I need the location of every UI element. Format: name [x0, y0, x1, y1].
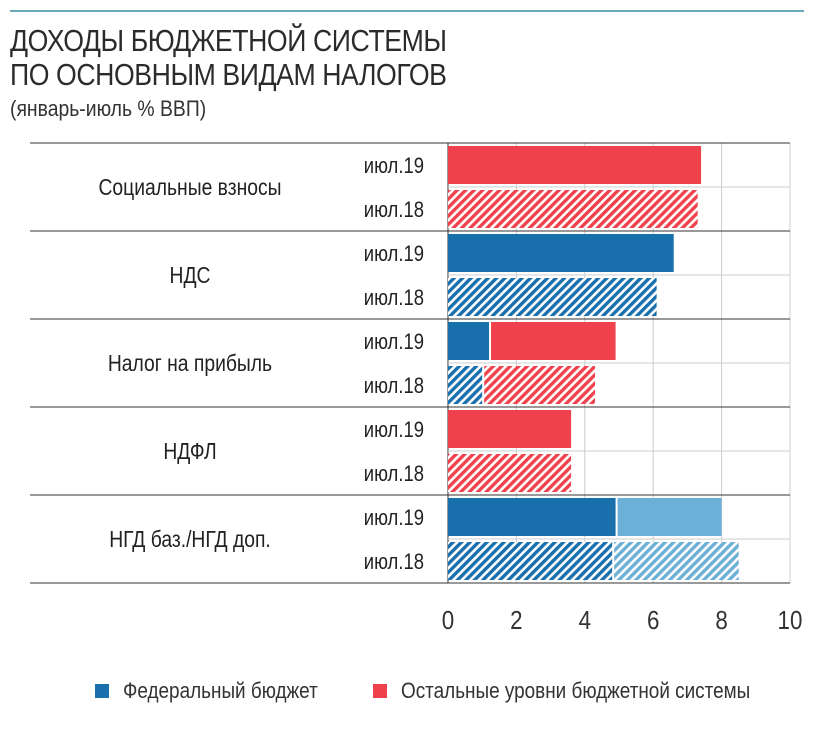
- period-label: июл.18: [364, 551, 424, 575]
- x-tick-label: 10: [778, 606, 803, 635]
- bar-other: [484, 366, 596, 404]
- legend-other: Остальные уровни бюджетной системы: [373, 676, 807, 706]
- bar-other: [448, 146, 702, 184]
- legend-other-swatch: [373, 684, 387, 698]
- category-label: НГД баз./НГД доп.: [109, 528, 271, 553]
- x-tick-label: 8: [715, 606, 727, 635]
- chart-title-line1: ДОХОДЫ БЮДЖЕТНОЙ СИСТЕМЫ: [10, 23, 447, 58]
- period-label: июл.18: [364, 199, 424, 223]
- bar-other: [448, 190, 698, 228]
- bar-ngd-extra: [614, 542, 739, 580]
- x-tick-label: 6: [647, 606, 659, 635]
- category-label: НДФЛ: [163, 440, 216, 465]
- chart-title: ДОХОДЫ БЮДЖЕТНОЙ СИСТЕМЫ ПО ОСНОВНЫМ ВИД…: [10, 24, 447, 92]
- x-tick-label: 2: [510, 606, 522, 635]
- category-label: Социальные взносы: [98, 176, 281, 201]
- bar-other: [491, 322, 616, 360]
- period-label: июл.19: [364, 243, 424, 267]
- bar-federal: [448, 278, 657, 316]
- x-tick-label: 0: [442, 606, 454, 635]
- period-label: июл.19: [364, 419, 424, 443]
- bar-federal: [448, 366, 483, 404]
- period-label: июл.19: [364, 507, 424, 531]
- legend-federal-swatch: [95, 684, 109, 698]
- bar-other: [448, 410, 572, 448]
- bar-ngd-extra: [617, 498, 722, 536]
- x-tick-label: 4: [579, 606, 591, 635]
- chart-title-line2: ПО ОСНОВНЫМ ВИДАМ НАЛОГОВ: [10, 57, 447, 92]
- bar-federal: [448, 322, 490, 360]
- labels: 0 2 4 6 8 10 Социальные взносы июл.19 июл.18 НДС и…: [98, 155, 802, 636]
- top-rule: [10, 10, 804, 12]
- period-label: июл.19: [364, 155, 424, 179]
- bar-federal: [448, 234, 674, 272]
- period-label: июл.19: [364, 331, 424, 355]
- period-label: июл.18: [364, 375, 424, 399]
- bar-ngd-base: [448, 542, 613, 580]
- period-label: июл.18: [364, 463, 424, 487]
- category-label: НДС: [170, 264, 211, 289]
- chart-subtitle: (январь-июль % ВВП): [10, 96, 207, 121]
- legend-other-label: Остальные уровни бюджетной системы: [401, 678, 751, 703]
- legend-federal: Федеральный бюджет: [95, 676, 349, 706]
- legend-federal-label: Федеральный бюджет: [123, 678, 318, 703]
- period-label: июл.18: [364, 287, 424, 311]
- bars: [448, 146, 739, 580]
- bar-other: [448, 454, 572, 492]
- bar-ngd-base: [448, 498, 616, 536]
- category-label: Налог на прибыль: [108, 352, 272, 377]
